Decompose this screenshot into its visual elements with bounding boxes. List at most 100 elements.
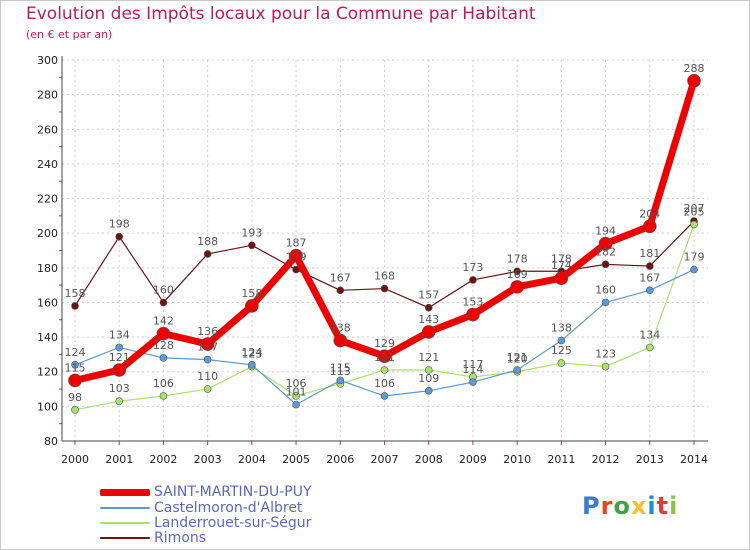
data-label: 124	[241, 346, 262, 359]
data-point	[598, 236, 613, 251]
data-point	[248, 360, 256, 369]
data-point	[601, 362, 610, 371]
data-label: 110	[197, 370, 218, 383]
data-point	[424, 366, 433, 374]
data-point	[687, 73, 701, 88]
data-point	[115, 232, 124, 241]
data-point	[601, 298, 610, 307]
data-point	[424, 386, 433, 395]
x-tick-label: 2004	[238, 453, 266, 466]
data-label: 134	[639, 328, 660, 341]
data-point	[513, 366, 521, 374]
data-label: 142	[153, 315, 174, 328]
data-point	[421, 325, 436, 339]
logo-letter: i	[669, 492, 679, 520]
legend-swatch	[100, 537, 150, 539]
x-tick-label: 2012	[592, 453, 620, 466]
legend-item: SAINT-MARTIN-DU-PUY	[100, 484, 312, 500]
x-tick-label: 2009	[459, 453, 487, 466]
data-point	[513, 267, 521, 276]
x-tick-label: 2010	[503, 453, 531, 466]
data-point	[554, 271, 569, 286]
x-tick-label: 2001	[105, 453, 133, 466]
chart-subtitle: (en € et par an)	[26, 28, 113, 41]
data-point	[601, 260, 610, 269]
y-tick-label: 80	[44, 435, 58, 448]
data-label: 179	[684, 251, 705, 264]
data-point	[159, 298, 168, 307]
data-label: 169	[507, 268, 528, 281]
data-label: 181	[639, 247, 660, 260]
data-point	[203, 355, 212, 364]
data-label: 106	[374, 377, 395, 390]
logo-letter: r	[600, 492, 614, 520]
data-point	[71, 360, 79, 369]
data-point	[645, 262, 654, 270]
data-label: 120	[507, 353, 528, 366]
data-point	[510, 280, 524, 294]
legend-item: Landerrouet-sur-Ségur	[100, 515, 311, 531]
data-label: 158	[241, 287, 262, 300]
data-label: 121	[418, 351, 439, 364]
x-tick-label: 2005	[282, 453, 310, 466]
data-point	[115, 343, 124, 352]
data-label: 138	[330, 322, 351, 335]
data-point	[203, 385, 212, 393]
x-tick-label: 2008	[415, 453, 443, 466]
data-point	[380, 366, 389, 374]
data-point	[645, 286, 654, 295]
y-tick-label: 200	[37, 227, 58, 240]
data-point	[557, 336, 566, 345]
y-tick-label: 300	[37, 54, 58, 67]
data-label: 113	[330, 365, 351, 378]
data-label: 288	[684, 62, 705, 75]
data-point	[469, 276, 477, 284]
data-label: 115	[330, 361, 351, 374]
data-label: 167	[639, 271, 660, 284]
data-point	[377, 349, 392, 363]
x-tick-label: 2000	[61, 453, 89, 466]
data-point	[68, 373, 82, 388]
data-point	[333, 333, 348, 348]
logo-letter: o	[613, 492, 631, 520]
legend-item: Castelmoron-d'Albret	[100, 500, 302, 516]
data-label: 123	[595, 348, 616, 361]
logo-letter: t	[656, 492, 670, 520]
data-label: 157	[418, 289, 439, 302]
data-label: 207	[684, 202, 705, 215]
data-label: 134	[109, 328, 130, 341]
legend-label: Rimons	[154, 530, 206, 546]
data-label: 198	[109, 218, 130, 231]
data-point	[466, 307, 480, 322]
data-point	[380, 392, 389, 400]
data-label: 173	[462, 261, 483, 274]
data-label: 106	[153, 377, 174, 390]
x-tick-label: 2002	[149, 453, 177, 466]
y-tick-label: 260	[37, 123, 58, 136]
data-label: 127	[197, 341, 218, 354]
data-label: 125	[551, 344, 572, 357]
data-point	[289, 248, 303, 263]
data-label: 136	[197, 325, 218, 338]
data-label: 138	[551, 322, 572, 335]
logo-letter: i	[647, 492, 657, 520]
data-point	[115, 397, 124, 405]
data-label: 106	[286, 377, 307, 390]
logo-letter: x	[630, 492, 648, 520]
data-point	[159, 354, 168, 362]
x-tick-label: 2007	[371, 453, 399, 466]
data-label: 204	[639, 207, 660, 220]
series-lines	[68, 73, 701, 414]
data-point	[245, 299, 259, 313]
data-labels: 158 198 160 188 193 179 167 168 157 173 178 178 182 1…	[65, 62, 705, 404]
data-label: 160	[595, 283, 616, 296]
legend-swatch	[100, 488, 150, 496]
data-label: 188	[197, 235, 218, 248]
data-label: 194	[595, 225, 616, 238]
chart-title: Evolution des Impôts locaux pour la Comm…	[26, 4, 536, 24]
data-label: 101	[286, 386, 307, 399]
data-label: 124	[65, 346, 86, 359]
data-label: 115	[65, 361, 86, 374]
data-label: 117	[462, 358, 483, 371]
y-tick-label: 280	[37, 89, 58, 102]
